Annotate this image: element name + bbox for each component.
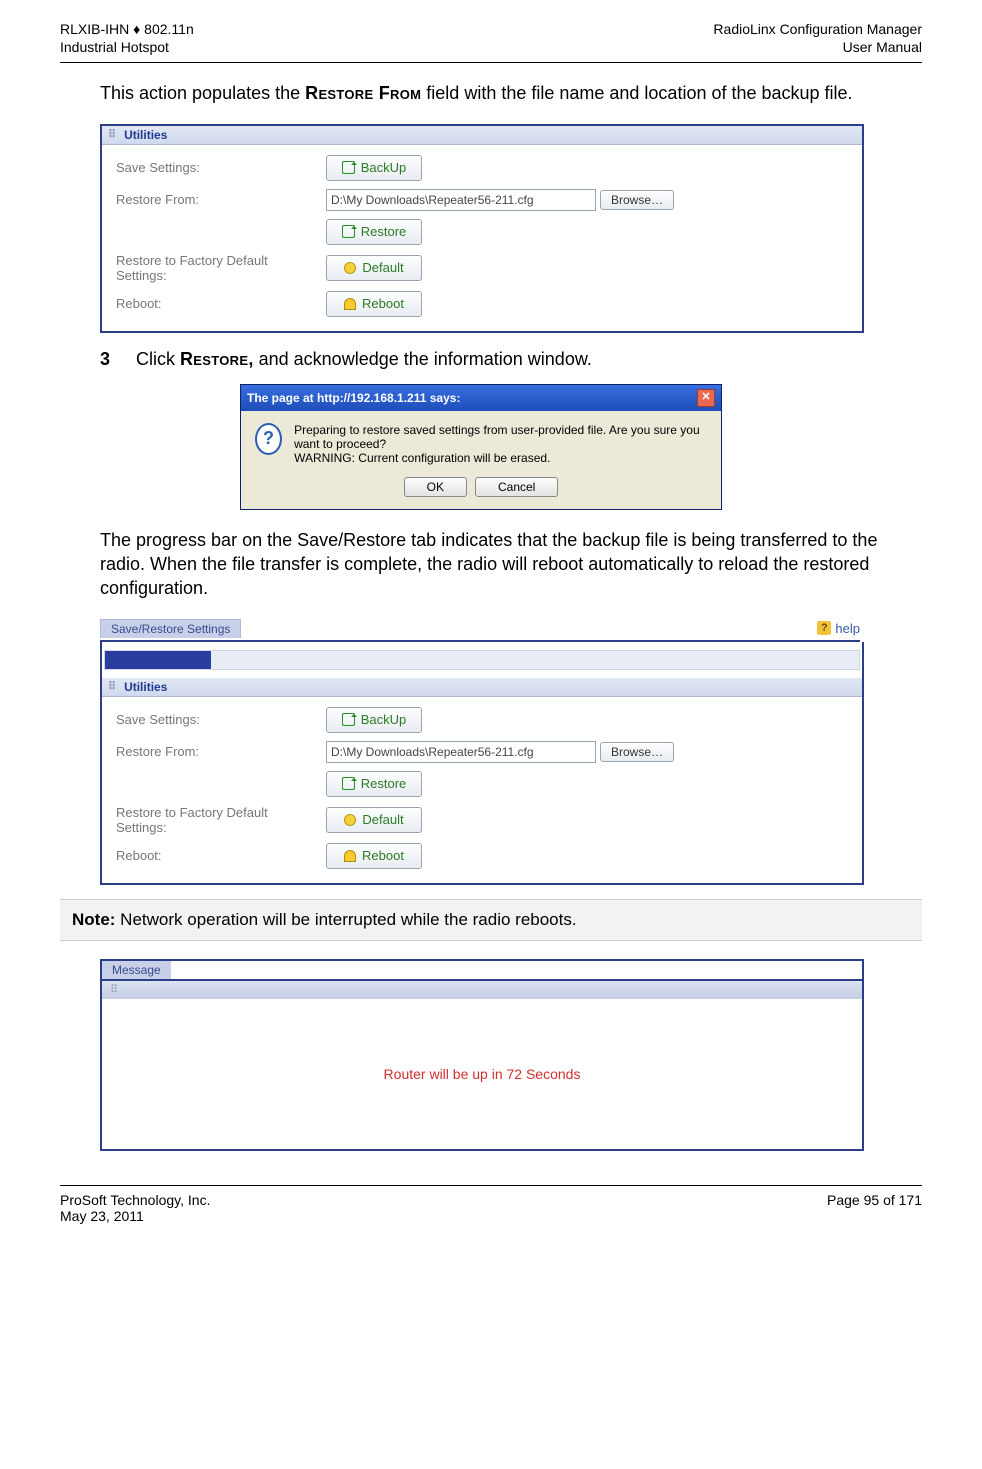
page-header: RLXIB-IHN ♦ 802.11n Industrial Hotspot R… — [60, 20, 922, 63]
ok-button[interactable]: OK — [404, 477, 467, 497]
intro-before: This action populates the — [100, 83, 305, 103]
progress-paragraph: The progress bar on the Save/Restore tab… — [100, 528, 912, 601]
restore-button-label: Restore — [361, 224, 407, 239]
factory-label-l2: Settings: — [116, 268, 167, 283]
default-button-2[interactable]: Default — [326, 807, 422, 833]
backup-icon-2 — [342, 713, 355, 726]
restore-from-label: Restore From: — [116, 192, 316, 207]
message-panel: Message ⠿ Router will be up in 72 Second… — [100, 959, 864, 1151]
help-label: help — [835, 621, 860, 636]
intro-after: field with the file name and location of… — [421, 83, 852, 103]
restore-button-label-2: Restore — [361, 776, 407, 791]
restore-from-label-2: Restore From: — [116, 744, 316, 759]
save-restore-tab[interactable]: Save/Restore Settings — [100, 619, 241, 638]
reboot-label: Reboot: — [116, 296, 316, 311]
factory-label-l1: Restore to Factory Default — [116, 253, 268, 268]
progress-fill — [105, 651, 211, 669]
footer-company: ProSoft Technology, Inc. — [60, 1192, 210, 1208]
note-text: Network operation will be interrupted wh… — [115, 910, 576, 929]
restore-caps: Restore, — [180, 349, 254, 369]
reboot-icon-2 — [344, 850, 356, 862]
header-left-line2: Industrial Hotspot — [60, 38, 194, 56]
step-3: 3 Click Restore, and acknowledge the inf… — [100, 349, 922, 370]
header-left: RLXIB-IHN ♦ 802.11n Industrial Hotspot — [60, 20, 194, 56]
confirm-dialog: The page at http://192.168.1.211 says: ✕… — [240, 384, 722, 510]
factory-label-l2-2: Settings: — [116, 820, 167, 835]
factory-label-l1-2: Restore to Factory Default — [116, 805, 268, 820]
dialog-line1: Preparing to restore saved settings from… — [294, 423, 707, 451]
header-right-line2: User Manual — [713, 38, 922, 56]
reboot-label-2: Reboot: — [116, 848, 316, 863]
cancel-button[interactable]: Cancel — [475, 477, 558, 497]
factory-default-label-2: Restore to Factory Default Settings: — [116, 805, 316, 835]
close-icon[interactable]: ✕ — [697, 389, 715, 407]
intro-paragraph: This action populates the Restore From f… — [100, 81, 912, 105]
reboot-button-label-2: Reboot — [362, 848, 404, 863]
note-box: Note: Network operation will be interrup… — [60, 899, 922, 941]
reboot-countdown-text: Router will be up in 72 Seconds — [384, 1066, 581, 1082]
default-button-label: Default — [362, 260, 403, 275]
step3-before: Click — [136, 349, 180, 369]
dialog-title: The page at http://192.168.1.211 says: — [247, 391, 460, 405]
restore-path-input[interactable]: D:\My Downloads\Repeater56-211.cfg — [326, 189, 596, 211]
page-footer: ProSoft Technology, Inc. May 23, 2011 Pa… — [60, 1185, 922, 1224]
default-icon — [344, 262, 356, 274]
backup-button[interactable]: BackUp — [326, 155, 422, 181]
header-right: RadioLinx Configuration Manager User Man… — [713, 20, 922, 56]
message-tab[interactable]: Message — [102, 961, 171, 979]
utilities2-title: Utilities — [102, 678, 862, 697]
restore-icon — [342, 225, 355, 238]
default-button[interactable]: Default — [326, 255, 422, 281]
factory-default-label: Restore to Factory Default Settings: — [116, 253, 316, 283]
restore-button[interactable]: Restore — [326, 219, 422, 245]
help-link[interactable]: ? help — [817, 621, 860, 636]
footer-date: May 23, 2011 — [60, 1208, 210, 1224]
message-toolbar: ⠿ — [102, 981, 862, 999]
default-button-label-2: Default — [362, 812, 403, 827]
header-left-line1: RLXIB-IHN ♦ 802.11n — [60, 20, 194, 38]
note-label: Note: — [72, 910, 115, 929]
restore-path-value: D:\My Downloads\Repeater56-211.cfg — [331, 193, 534, 207]
step-number: 3 — [100, 349, 118, 370]
reboot-button[interactable]: Reboot — [326, 291, 422, 317]
restore-icon-2 — [342, 777, 355, 790]
backup-button-label-2: BackUp — [361, 712, 407, 727]
question-icon: ? — [255, 423, 282, 455]
restore-path-value-2: D:\My Downloads\Repeater56-211.cfg — [331, 745, 534, 759]
backup-icon — [342, 161, 355, 174]
message-body: Router will be up in 72 Seconds — [102, 999, 862, 1149]
utilities-title: Utilities — [102, 126, 862, 145]
reboot-icon — [344, 298, 356, 310]
browse-button-2[interactable]: Browse… — [600, 742, 674, 762]
dialog-line2: WARNING: Current configuration will be e… — [294, 451, 707, 465]
footer-left: ProSoft Technology, Inc. May 23, 2011 — [60, 1192, 210, 1224]
reboot-button-2[interactable]: Reboot — [326, 843, 422, 869]
restore-button-2[interactable]: Restore — [326, 771, 422, 797]
help-icon: ? — [817, 621, 831, 635]
header-right-line1: RadioLinx Configuration Manager — [713, 20, 922, 38]
footer-page: Page 95 of 171 — [827, 1192, 922, 1224]
restore-path-input-2[interactable]: D:\My Downloads\Repeater56-211.cfg — [326, 741, 596, 763]
reboot-button-label: Reboot — [362, 296, 404, 311]
backup-button-2[interactable]: BackUp — [326, 707, 422, 733]
save-settings-label-2: Save Settings: — [116, 712, 316, 727]
dialog-titlebar: The page at http://192.168.1.211 says: ✕ — [241, 385, 721, 411]
default-icon-2 — [344, 814, 356, 826]
dialog-message: Preparing to restore saved settings from… — [294, 423, 707, 465]
browse-button[interactable]: Browse… — [600, 190, 674, 210]
step3-after: and acknowledge the information window. — [254, 349, 592, 369]
save-restore-wrapper: Save/Restore Settings ? help Utilities Sa… — [100, 619, 860, 885]
save-settings-label: Save Settings: — [116, 160, 316, 175]
backup-button-label: BackUp — [361, 160, 407, 175]
utilities-panel-1: Utilities Save Settings: BackUp Restore … — [100, 124, 864, 333]
restore-from-caps: Restore From — [305, 83, 421, 103]
progress-bar — [104, 650, 860, 670]
